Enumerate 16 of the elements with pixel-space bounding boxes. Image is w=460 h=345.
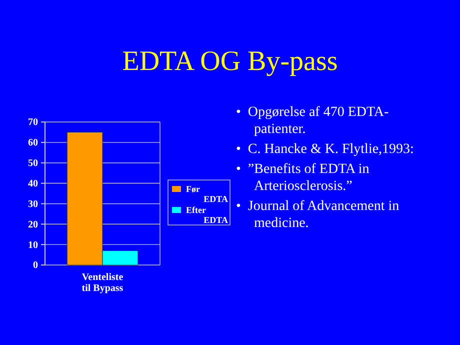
text: • C. Hancke & K. Flytlie,1993: (236, 141, 415, 158)
text: • Opgørelse af 470 EDTA-patienter. (236, 104, 390, 138)
y-tick-label: 40 (28, 178, 38, 190)
legend-label: Før EDTA (186, 184, 228, 204)
text: • Journal of Advancement in medicine. (236, 198, 400, 232)
text: • ”Benefits of EDTA in Arteriosclerosis.” (236, 161, 370, 195)
x-tick-label: Venteliste til Bypass (82, 272, 124, 294)
y-tick-label: 10 (28, 240, 38, 251)
y-tick-label: 20 (28, 219, 38, 230)
legend-label: Efter EDTA (186, 205, 228, 225)
y-tick-label: 0 (33, 260, 38, 272)
y-tick-label: 60 (28, 138, 38, 149)
y-tick-label: 70 (28, 117, 38, 128)
y-tick-label: 30 (28, 198, 38, 210)
text: EDTA OG By-pass (122, 46, 338, 77)
y-tick-label: 50 (28, 158, 38, 170)
